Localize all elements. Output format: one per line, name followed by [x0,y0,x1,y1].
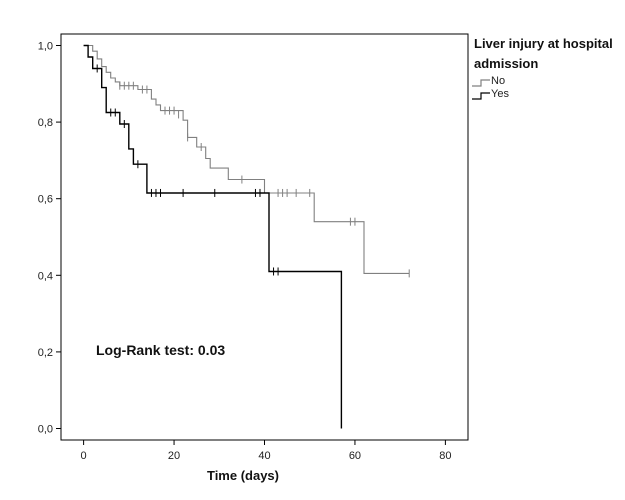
x-tick-label: 0 [81,450,87,462]
log-rank-annotation: Log-Rank test: 0.03 [96,342,225,358]
legend-title-line-1: Liver injury at hospital [474,36,613,51]
legend-item-yes: Yes [472,88,509,100]
legend-swatch-yes [472,92,490,100]
series-layer [83,44,410,429]
y-tick-label: 0,2 [38,347,53,359]
y-tick-label: 0,0 [38,424,53,436]
y-tick-label: 1,0 [38,40,53,52]
y-axis-ticks: 0,0 0,2 0,4 0,6 0,8 1,0 [38,40,61,436]
legend-title-line-2: admission [474,56,538,71]
y-tick-label: 0,8 [38,117,53,129]
x-axis-ticks: 0 20 40 60 80 [81,440,452,462]
x-axis-title: Time (days) [207,468,279,483]
survival-curve-yes [83,44,343,429]
series-yes [83,44,343,429]
plot-frame [60,33,469,441]
legend-label-yes: Yes [491,88,509,100]
y-tick-label: 0,4 [38,270,53,282]
series-no [83,44,410,278]
x-tick-label: 40 [258,450,270,462]
x-tick-label: 20 [168,450,180,462]
x-tick-label: 60 [349,450,361,462]
x-tick-label: 80 [439,450,451,462]
legend-swatch-no [472,79,490,87]
survival-curve-no [83,44,410,274]
y-tick-label: 0,6 [38,194,53,206]
legend-label-no: No [491,75,505,87]
legend-item-no: No [472,75,505,87]
